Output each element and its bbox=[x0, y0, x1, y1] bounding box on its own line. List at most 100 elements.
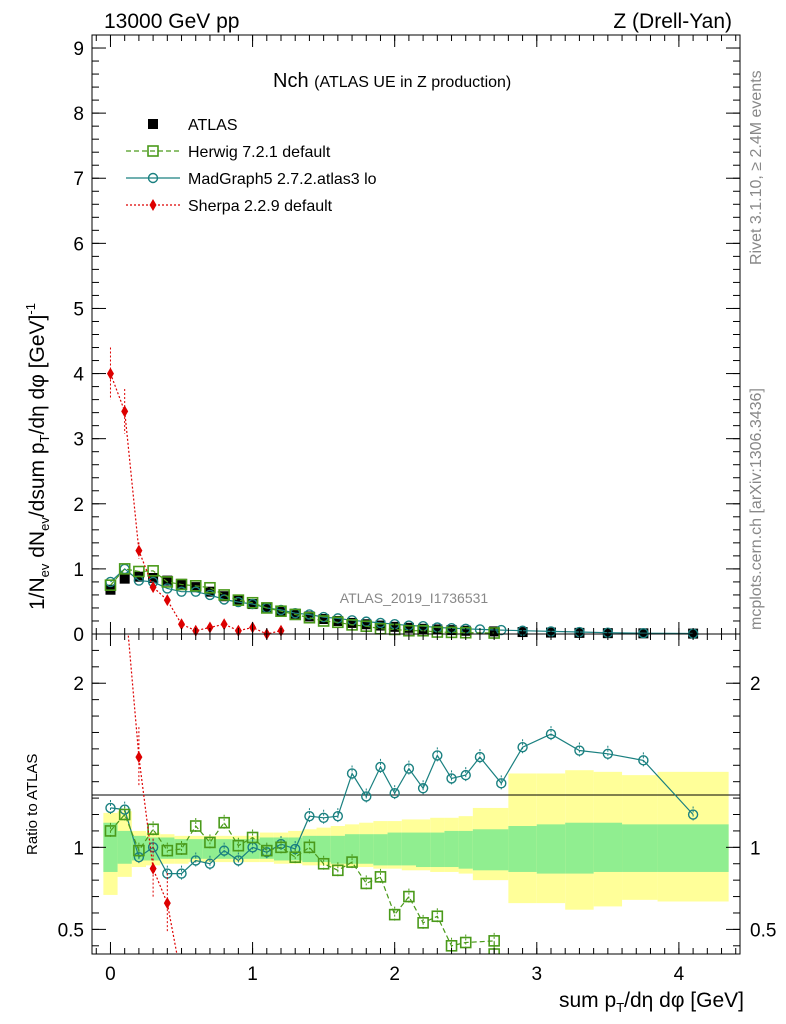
data-point bbox=[204, 581, 216, 594]
ratio-point bbox=[204, 836, 216, 849]
data-point bbox=[375, 620, 386, 631]
uncertainty-band-green bbox=[565, 822, 594, 874]
uncertainty-band-green bbox=[416, 832, 431, 868]
ratio-frame bbox=[91, 633, 741, 955]
ratio-point bbox=[346, 856, 358, 868]
ratio-point bbox=[432, 750, 443, 761]
ratio-bands bbox=[103, 770, 729, 910]
data-point bbox=[175, 578, 188, 591]
ratio-point bbox=[361, 791, 372, 802]
ratio-y-tick-label-right: 1 bbox=[750, 838, 761, 859]
uncertainty-band-green bbox=[508, 826, 537, 872]
series-line bbox=[110, 568, 694, 635]
data-point bbox=[162, 583, 173, 594]
ratio-point bbox=[360, 877, 373, 890]
ratio-point bbox=[133, 844, 145, 857]
data-point bbox=[276, 605, 286, 616]
data-point bbox=[332, 615, 343, 626]
data-point bbox=[133, 565, 145, 578]
ratio-point bbox=[246, 831, 259, 844]
uncertainty-band-green bbox=[387, 832, 402, 866]
data-point bbox=[119, 573, 130, 584]
ratio-point bbox=[332, 810, 344, 822]
ratio-y-tick-label-right: 2 bbox=[750, 674, 761, 695]
ratio-point bbox=[204, 858, 216, 869]
data-point bbox=[232, 594, 245, 606]
data-point bbox=[403, 622, 414, 633]
ratio-point bbox=[374, 871, 387, 883]
uncertainty-band-green bbox=[430, 832, 445, 868]
data-point bbox=[162, 575, 173, 586]
uncertainty-band-green bbox=[117, 830, 132, 864]
uncertainty-band-green bbox=[330, 835, 345, 864]
ratio-point bbox=[517, 742, 528, 753]
ratio-point bbox=[431, 910, 444, 923]
ratio-point bbox=[496, 778, 507, 789]
data-point bbox=[317, 615, 330, 627]
legend-marker bbox=[147, 172, 159, 184]
ratio-point bbox=[446, 773, 457, 784]
data-point bbox=[104, 579, 117, 591]
data-point bbox=[318, 614, 329, 625]
uncertainty-band-green bbox=[593, 822, 623, 872]
ratio-point bbox=[488, 935, 500, 947]
y-tick-label: 6 bbox=[73, 234, 84, 255]
chart-title-main: Nch bbox=[273, 70, 309, 92]
uncertainty-band-green bbox=[444, 830, 459, 868]
legend-label: MadGraph5 2.7.2.atlas3 lo bbox=[188, 171, 377, 188]
uncertainty-band-green bbox=[657, 824, 729, 872]
chart-title: Nch (ATLAS UE in Z production) bbox=[273, 70, 511, 92]
ratio-point bbox=[460, 769, 471, 781]
data-point bbox=[206, 621, 214, 634]
ratio-marks bbox=[104, 634, 699, 954]
series-line bbox=[109, 373, 282, 635]
ratio-point bbox=[332, 864, 344, 877]
ratio-point bbox=[118, 808, 131, 821]
ratio-y-tick-label-left: 1 bbox=[73, 838, 84, 859]
legend-label: Sherpa 2.2.9 default bbox=[188, 198, 333, 215]
uncertainty-band-green bbox=[622, 824, 658, 872]
data-point bbox=[176, 578, 187, 589]
uncertainty-band-green bbox=[103, 822, 118, 872]
data-point bbox=[204, 589, 216, 601]
data-point bbox=[121, 405, 129, 418]
ratio-point bbox=[638, 755, 649, 766]
ratio-point bbox=[403, 890, 415, 903]
ratio-series-line bbox=[110, 733, 694, 875]
legend: ATLAS Herwig 7.2.1 default MadGraph5 2.7.2… bbox=[126, 117, 377, 215]
data-point bbox=[147, 565, 159, 577]
ratio-point bbox=[218, 845, 230, 856]
data-point bbox=[161, 576, 174, 588]
ratio-point bbox=[147, 823, 159, 836]
uncertainty-band-green bbox=[472, 829, 509, 871]
data-point bbox=[135, 544, 143, 557]
ratio-point bbox=[135, 751, 143, 764]
ratio-point bbox=[545, 728, 557, 740]
ratio-point bbox=[346, 768, 358, 779]
x-tick-label: 4 bbox=[674, 964, 685, 985]
ratio-point bbox=[161, 844, 174, 857]
ratio-y-tick-label-right: 0.5 bbox=[750, 920, 776, 941]
ratio-point bbox=[105, 802, 116, 814]
data-point bbox=[204, 586, 215, 597]
ratio-series-line bbox=[127, 634, 178, 954]
data-point bbox=[149, 581, 157, 594]
header-left: 13000 GeV pp bbox=[104, 10, 239, 33]
y-tick-label: 0 bbox=[73, 625, 84, 646]
data-point bbox=[275, 605, 287, 618]
legend-label: Herwig 7.2.1 default bbox=[188, 144, 331, 161]
ratio-point bbox=[218, 816, 230, 829]
chart-subtitle: (ATLAS UE in Z production) bbox=[314, 74, 511, 91]
ratio-point bbox=[190, 855, 201, 866]
legend-marker bbox=[148, 119, 158, 129]
data-point bbox=[332, 616, 344, 629]
y-axis-label: 1/Nev dNev/dsum pT/dη dφ [GeV]-1 bbox=[23, 303, 52, 610]
uncertainty-band-green bbox=[316, 835, 331, 863]
ratio-point bbox=[304, 810, 315, 822]
uncertainty-band-green bbox=[188, 839, 203, 859]
ratio-point bbox=[163, 897, 171, 910]
y-tick-label: 4 bbox=[73, 365, 84, 386]
x-tick-label: 3 bbox=[532, 964, 543, 985]
y-tick-label: 9 bbox=[73, 39, 84, 60]
uncertainty-band-green bbox=[373, 834, 388, 866]
